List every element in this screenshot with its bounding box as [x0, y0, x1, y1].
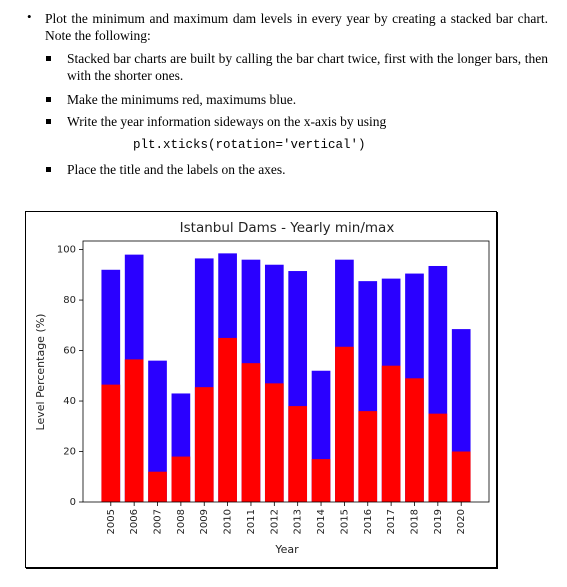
bar	[451, 451, 471, 502]
x-tick-label: 2019	[433, 509, 444, 534]
bullet	[46, 119, 51, 124]
x-tick-label: 2006	[129, 509, 140, 534]
bar	[381, 365, 401, 502]
subitem-text: Stacked bar charts are built by calling …	[67, 51, 548, 83]
item-text: Plot the minimum and maximum dam levels …	[45, 11, 548, 43]
x-tick-label: 2005	[106, 509, 117, 534]
y-tick-label: 0	[70, 497, 76, 508]
subitem-text: Make the minimums red, maximums blue.	[67, 92, 297, 107]
bar	[171, 456, 191, 502]
x-tick-label: 2017	[386, 509, 397, 534]
bar	[124, 359, 144, 502]
bullet: •	[27, 9, 32, 24]
chart: Istanbul Dams - Yearly min/max Year Leve…	[34, 220, 490, 556]
x-tick-label: 2008	[176, 509, 187, 534]
y-tick-label: 80	[63, 295, 76, 306]
bar	[148, 471, 167, 502]
subitem-text: Write the year information sideways on t…	[67, 114, 387, 129]
y-tick-label: 100	[57, 245, 76, 256]
bar	[311, 459, 331, 502]
chart-title: Istanbul Dams - Yearly min/max	[180, 220, 395, 236]
x-tick-label: 2020	[456, 509, 467, 534]
bar	[241, 363, 261, 502]
x-tick-label: 2012	[269, 509, 280, 534]
chart-frame: Istanbul Dams - Yearly min/max Year Leve…	[25, 211, 497, 568]
bar	[335, 346, 354, 502]
bar	[358, 411, 378, 502]
x-tick-label: 2014	[316, 509, 327, 534]
y-axis-label: Level Percentage (%)	[34, 314, 47, 431]
subitem-text: Place the title and the labels on the ax…	[67, 162, 286, 177]
x-tick-label: 2013	[293, 509, 304, 534]
bar	[101, 384, 121, 502]
bullet	[46, 167, 51, 172]
x-tick-label: 2016	[363, 509, 374, 534]
y-tick-label: 40	[63, 396, 76, 407]
bar	[194, 387, 214, 502]
bar	[288, 406, 308, 502]
code: plt.xticks(rotation='vertical')	[133, 138, 366, 152]
y-tick-label: 20	[63, 447, 76, 458]
bullet	[46, 56, 51, 61]
bar	[405, 378, 424, 502]
x-tick-label: 2011	[246, 509, 257, 534]
bar	[148, 360, 167, 502]
x-tick-label: 2007	[153, 509, 164, 534]
bar	[264, 383, 284, 502]
x-tick-label: 2018	[409, 509, 420, 534]
bullet	[46, 97, 51, 102]
y-tick-label: 60	[63, 346, 76, 357]
axes-frame	[82, 240, 490, 503]
bar	[428, 413, 448, 502]
x-tick-label: 2015	[339, 509, 350, 534]
x-tick-label: 2010	[223, 509, 234, 534]
x-tick-label: 2009	[199, 509, 210, 534]
bar	[218, 337, 237, 502]
x-axis-label: Year	[274, 543, 299, 556]
